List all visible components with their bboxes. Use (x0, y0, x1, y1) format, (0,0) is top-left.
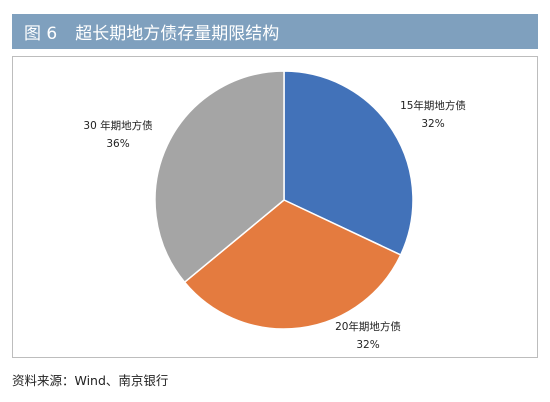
slice-value-label-3: 36% (106, 138, 129, 150)
pie-chart: 15年期地方债 32% 20年期地方债 32% 30 年期地方债 36% (83, 70, 466, 351)
figure-title: 超长期地方债存量期限结构 (75, 24, 280, 44)
slice-value-label-2: 32% (356, 339, 379, 351)
chart-frame: 15年期地方债 32% 20年期地方债 32% 30 年期地方债 36% (12, 56, 538, 358)
pie-slice-2 (183, 199, 402, 330)
figure-number: 图 6 (24, 24, 58, 44)
pie-slice-3 (154, 70, 285, 284)
pie-slice-1 (283, 70, 414, 256)
slice-label-2: 20年期地方债 (335, 320, 401, 333)
slice-value-label-1: 32% (421, 118, 444, 130)
figure-title-bar: 图 6 超长期地方债存量期限结构 (12, 14, 538, 49)
slice-label-1: 15年期地方债 (400, 99, 466, 112)
source-note: 资料来源：Wind、南京银行 (12, 373, 169, 388)
slice-label-3: 30 年期地方债 (83, 119, 152, 132)
